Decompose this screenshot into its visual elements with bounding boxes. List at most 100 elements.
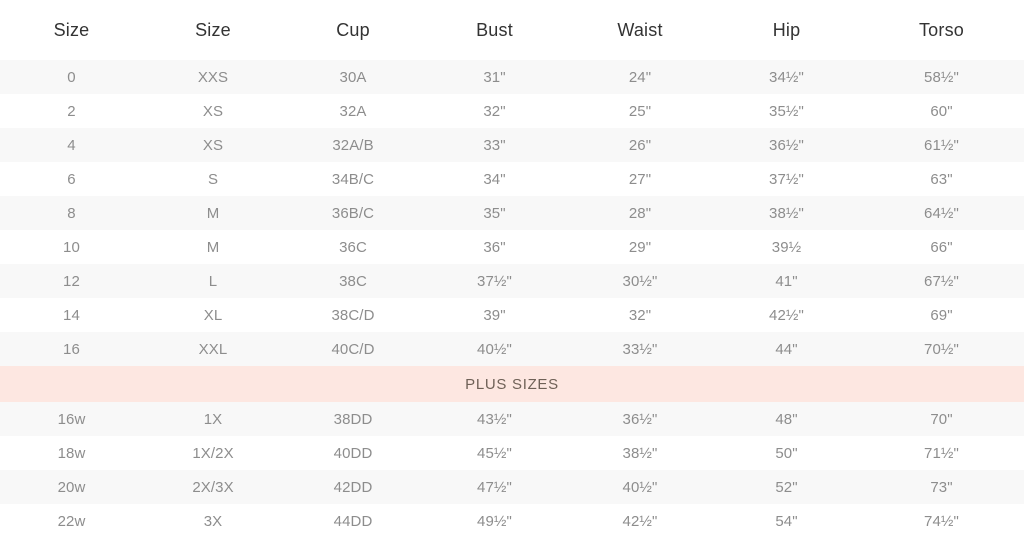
cell-2-2: 32A/B [332, 136, 374, 154]
cell-1-2: 32A [339, 102, 367, 120]
cell-5-0: 10 [63, 238, 80, 256]
cell-11-6: 73" [930, 478, 953, 496]
cell-8-1: XXL [198, 340, 228, 358]
cell-12-3: 49½" [477, 512, 512, 530]
cell-5-3: 36" [483, 238, 506, 256]
cell-6-0: 12 [63, 272, 80, 290]
cell-9-4: 36½" [622, 410, 658, 428]
cell-2-0: 4 [67, 136, 76, 154]
cell-3-0: 6 [67, 170, 76, 188]
plus-sizes-banner-label: PLUS SIZES [465, 375, 559, 393]
table-row: 16 XXL 40C/D 40½" 33½" 44" 70½" [0, 332, 1024, 366]
cell-1-0: 2 [67, 102, 76, 120]
cell-2-6: 61½" [924, 136, 959, 154]
cell-6-5: 41" [775, 272, 798, 290]
cell-3-6: 63" [930, 170, 953, 188]
table-row: 22w 3X 44DD 49½" 42½" 54" 74½" [0, 504, 1024, 538]
cell-10-5: 50" [775, 444, 798, 462]
column-header-1: Size [195, 19, 231, 40]
column-header-3: Bust [476, 19, 513, 40]
plus-sizes-banner-row: PLUS SIZES [0, 366, 1024, 402]
column-header-2: Cup [336, 19, 370, 40]
cell-4-3: 35" [483, 204, 506, 222]
table-row: 10 M 36C 36" 29" 39½ 66" [0, 230, 1024, 264]
column-header-0: Size [53, 19, 90, 40]
cell-7-6: 69" [930, 306, 953, 324]
table-row: 4 XS 32A/B 33" 26" 36½" 61½" [0, 128, 1024, 162]
cell-0-3: 31" [483, 68, 506, 86]
cell-12-5: 54" [775, 512, 798, 530]
cell-11-3: 47½" [477, 478, 512, 496]
table-row: 18w 1X/2X 40DD 45½" 38½" 50" 71½" [0, 436, 1024, 470]
cell-12-1: 3X [203, 512, 223, 530]
cell-12-6: 74½" [924, 512, 959, 530]
cell-1-6: 60" [930, 102, 953, 120]
cell-6-1: L [208, 272, 218, 290]
cell-3-3: 34" [483, 170, 506, 188]
table-row: 16w 1X 38DD 43½" 36½" 48" 70" [0, 402, 1024, 436]
cell-11-0: 20w [57, 478, 86, 496]
cell-12-4: 42½" [622, 512, 658, 530]
table-row: 2 XS 32A 32" 25" 35½" 60" [0, 94, 1024, 128]
cell-9-0: 16w [57, 410, 86, 428]
cell-7-3: 39" [483, 306, 506, 324]
cell-4-0: 8 [67, 204, 76, 222]
cell-10-6: 71½" [924, 444, 959, 462]
cell-10-0: 18w [57, 444, 86, 462]
cell-7-2: 38C/D [331, 306, 375, 324]
cell-7-4: 32" [628, 306, 652, 324]
column-header-4: Waist [617, 19, 663, 40]
table-row: 12 L 38C 37½" 30½" 41" 67½" [0, 264, 1024, 298]
cell-2-1: XS [202, 136, 224, 154]
cell-8-4: 33½" [622, 340, 658, 358]
cell-1-3: 32" [483, 102, 506, 120]
cell-9-5: 48" [775, 410, 798, 428]
cell-4-1: M [206, 204, 220, 222]
cell-2-4: 26" [628, 136, 652, 154]
cell-10-4: 38½" [622, 444, 658, 462]
cell-8-6: 70½" [924, 340, 959, 358]
cell-5-6: 66" [930, 238, 953, 256]
table-row: 0 XXS 30A 31" 24" 34½" 58½" [0, 60, 1024, 94]
table-row: 8 M 36B/C 35" 28" 38½" 64½" [0, 196, 1024, 230]
cell-9-1: 1X [203, 410, 223, 428]
cell-8-3: 40½" [477, 340, 512, 358]
cell-9-2: 38DD [333, 410, 373, 428]
cell-3-5: 37½" [769, 170, 804, 188]
table-row: 6 S 34B/C 34" 27" 37½" 63" [0, 162, 1024, 196]
cell-4-4: 28" [628, 204, 652, 222]
cell-0-5: 34½" [769, 68, 804, 86]
cell-10-2: 40DD [333, 444, 373, 462]
cell-4-2: 36B/C [331, 204, 375, 222]
cell-0-2: 30A [339, 68, 367, 86]
cell-1-5: 35½" [769, 102, 804, 120]
cell-2-5: 36½" [769, 136, 804, 154]
cell-6-2: 38C [339, 272, 367, 290]
cell-5-5: 39½ [771, 238, 802, 256]
cell-12-0: 22w [57, 512, 86, 530]
cell-9-6: 70" [930, 410, 953, 428]
column-header-5: Hip [772, 19, 801, 40]
cell-8-0: 16 [63, 340, 80, 358]
cell-11-4: 40½" [622, 478, 658, 496]
cell-11-5: 52" [775, 478, 798, 496]
cell-6-3: 37½" [477, 272, 512, 290]
column-header-6: Torso [918, 19, 964, 40]
cell-5-2: 36C [339, 238, 367, 256]
cell-10-3: 45½" [477, 444, 512, 462]
header-row: Size Size Cup Bust Waist Hip Torso [0, 0, 1024, 60]
cell-4-5: 38½" [769, 204, 804, 222]
cell-1-1: XS [202, 102, 224, 120]
cell-7-1: XL [203, 306, 223, 324]
cell-2-3: 33" [483, 136, 506, 154]
cell-11-1: 2X/3X [192, 478, 234, 496]
cell-5-4: 29" [628, 238, 652, 256]
cell-3-1: S [207, 170, 219, 188]
table-body: 0 XXS 30A 31" 24" 34½" 58½" 2 XS 32A 32" 25" 35½" 60"… [0, 60, 1024, 538]
cell-9-3: 43½" [477, 410, 512, 428]
cell-11-2: 42DD [333, 478, 373, 496]
cell-6-4: 30½" [622, 272, 658, 290]
cell-8-5: 44" [775, 340, 798, 358]
